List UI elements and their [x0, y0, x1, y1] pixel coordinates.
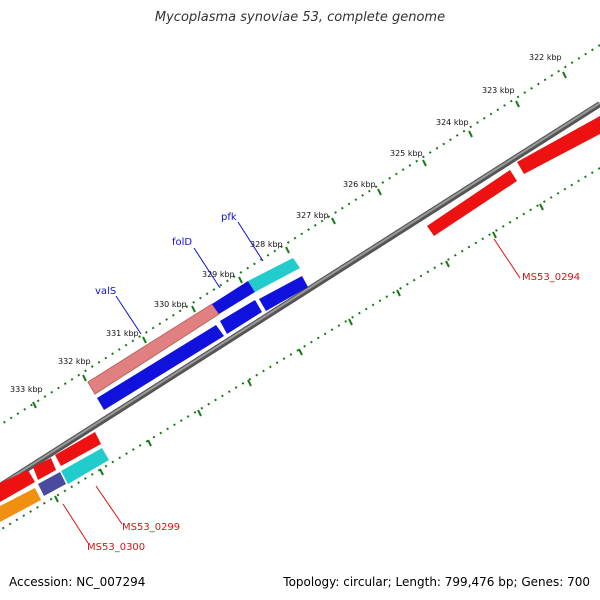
tick-label-333: 333 kbp [10, 385, 43, 394]
gene-red-right[interactable] [517, 116, 600, 174]
gene-blue-lower3[interactable] [259, 276, 308, 311]
tick-label-330: 330 kbp [154, 300, 187, 309]
outer-tick-ring [0, 44, 600, 426]
feature-labels: pfk folD valS MS53_0294 MS53_0299 MS53_0… [62, 212, 580, 553]
accession-text: Accession: NC_007294 [9, 575, 146, 589]
gene-label-pfk: pfk [221, 212, 237, 223]
tick-label-326: 326 kbp [343, 180, 376, 189]
genome-stats-text: Topology: circular; Length: 799,476 bp; … [283, 575, 590, 589]
gene-red-left2[interactable] [33, 458, 56, 480]
forward-genes [0, 258, 308, 502]
tick-label-323: 323 kbp [482, 86, 515, 95]
gene-label-ms53-0300: MS53_0300 [87, 542, 145, 553]
outer-major-ticks [32, 71, 567, 409]
gene-blue-lower2[interactable] [220, 300, 262, 334]
tick-label-329: 329 kbp [202, 270, 235, 279]
inner-major-ticks [54, 203, 544, 503]
gene-blue-lower[interactable] [97, 325, 224, 410]
gene-orange-left[interactable] [0, 488, 41, 522]
gene-label-valS: valS [95, 286, 116, 297]
gene-red-left1[interactable] [0, 470, 35, 502]
gene-red-ms53-0294[interactable] [427, 170, 517, 236]
tick-label-325: 325 kbp [390, 149, 423, 158]
reverse-genes [0, 116, 600, 522]
tick-label-332: 332 kbp [58, 357, 91, 366]
tick-label-328: 328 kbp [250, 240, 283, 249]
gene-label-ms53-0294: MS53_0294 [522, 272, 580, 283]
tick-label-331: 331 kbp [106, 329, 139, 338]
gene-label-ms53-0299: MS53_0299 [122, 522, 180, 533]
tick-label-322: 322 kbp [529, 53, 562, 62]
tick-label-327: 327 kbp [296, 211, 329, 220]
gene-purple-ms53-0300[interactable] [38, 472, 66, 496]
genome-backbone [0, 101, 600, 489]
gene-cyan-ms53-0299[interactable] [61, 448, 109, 484]
tick-label-324: 324 kbp [436, 118, 469, 127]
gene-red-left3[interactable] [55, 432, 101, 466]
gene-cyan-pfk[interactable] [248, 258, 300, 292]
gene-blue-upper[interactable] [212, 281, 255, 314]
map-title: Mycoplasma synoviae 53, complete genome [154, 10, 446, 25]
gene-label-folD: folD [172, 237, 192, 248]
